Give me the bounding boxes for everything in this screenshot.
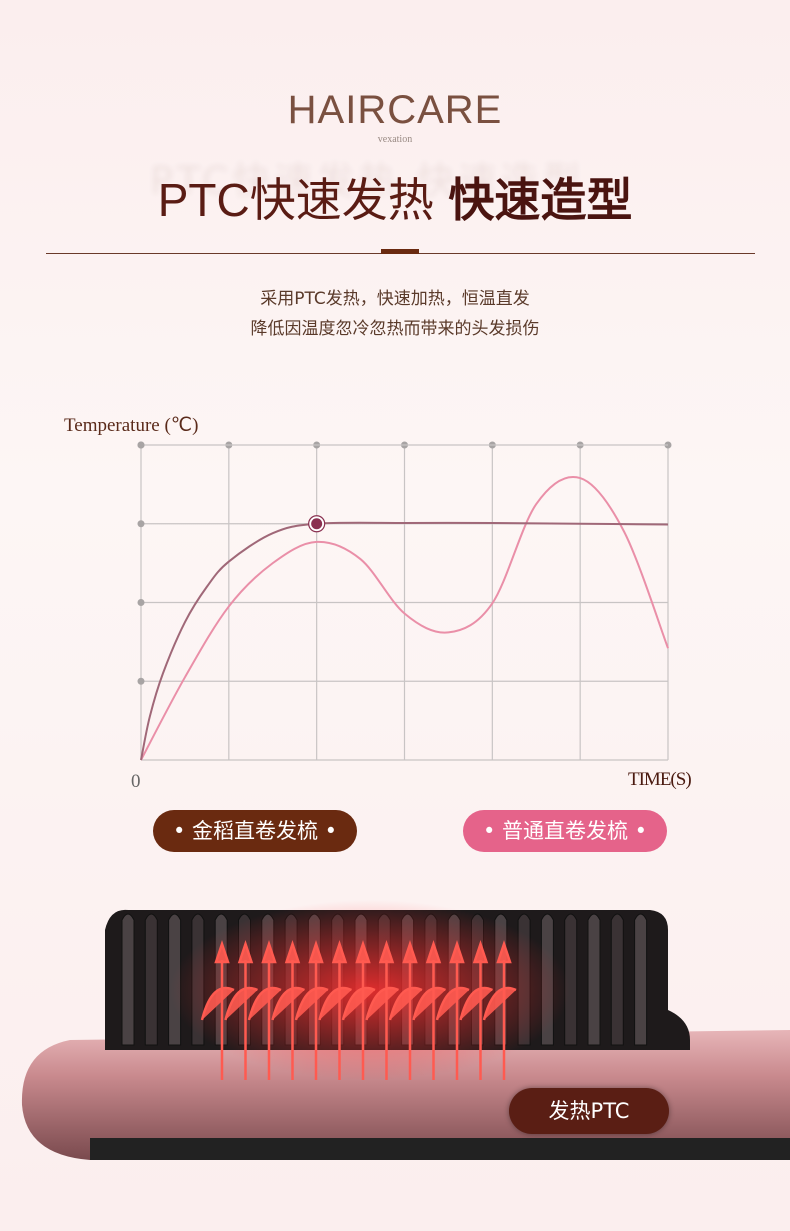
heat-arrow-icon [271, 940, 306, 1080]
heat-arrow-icon [388, 940, 423, 1080]
brand-title: HAIRCARE [0, 88, 790, 133]
heat-arrow-icon [341, 940, 376, 1080]
description-line: 采用PTC发热，快速加热，恒温直发 [260, 289, 530, 309]
comb-tooth [634, 913, 648, 1046]
heat-arrow-icon [294, 940, 329, 1080]
grid-dot [137, 441, 145, 449]
headline-shadow: PTC快速发热 快速造型 [150, 159, 585, 203]
headline-light: PTC快速发热 [157, 174, 434, 226]
grid-dot [137, 599, 145, 606]
hair-comb-illustration [21, 900, 790, 1160]
divider-accent [381, 249, 419, 254]
ptc-heating-label: 发热PTC [509, 1088, 669, 1134]
heat-arrow-icon [365, 940, 400, 1080]
x-origin-label: 0 [131, 771, 141, 792]
headline: PTC快速发热 快速造型 [0, 164, 790, 230]
grid-dot [137, 677, 145, 685]
heat-arrow-icon [412, 940, 447, 1080]
headline-bold: 快速造型 [448, 173, 633, 227]
legend-label: 普通直卷发梳 [502, 819, 628, 843]
heat-arrow-icon [318, 940, 353, 1080]
comb-tooth [610, 913, 624, 1046]
legend-label: 金稻直卷发梳 [192, 819, 318, 843]
comb-tooth [587, 913, 601, 1046]
y-axis-label: Temperature (℃) [64, 415, 199, 436]
series-line [140, 476, 669, 761]
description-line: 降低因温度忽冷忽热而带来的头发损伤 [250, 319, 540, 339]
x-axis-label: TIME(S) [628, 769, 692, 790]
legend-ordinary: • 普通直卷发梳 • [463, 810, 667, 852]
heat-arrow-icon [200, 940, 235, 1080]
heat-arrow-icon [247, 940, 282, 1080]
heat-arrow-icon [224, 940, 259, 1080]
heat-arrow-icon [482, 940, 517, 1080]
legend-jindao: • 金稻直卷发梳 • [153, 810, 357, 852]
grid-dot [137, 520, 145, 528]
series-line [140, 521, 669, 761]
comb-tooth [121, 913, 135, 1046]
comb-tooth [564, 913, 578, 1046]
heat-arrow-icon [459, 940, 494, 1080]
marker-point [311, 518, 323, 530]
comb-tooth [144, 913, 158, 1046]
heat-arrow-icon [435, 940, 470, 1080]
brand-subtitle: vexation [377, 134, 413, 145]
brand-text: HAIRCARE [287, 88, 503, 132]
temperature-chart [137, 441, 672, 761]
